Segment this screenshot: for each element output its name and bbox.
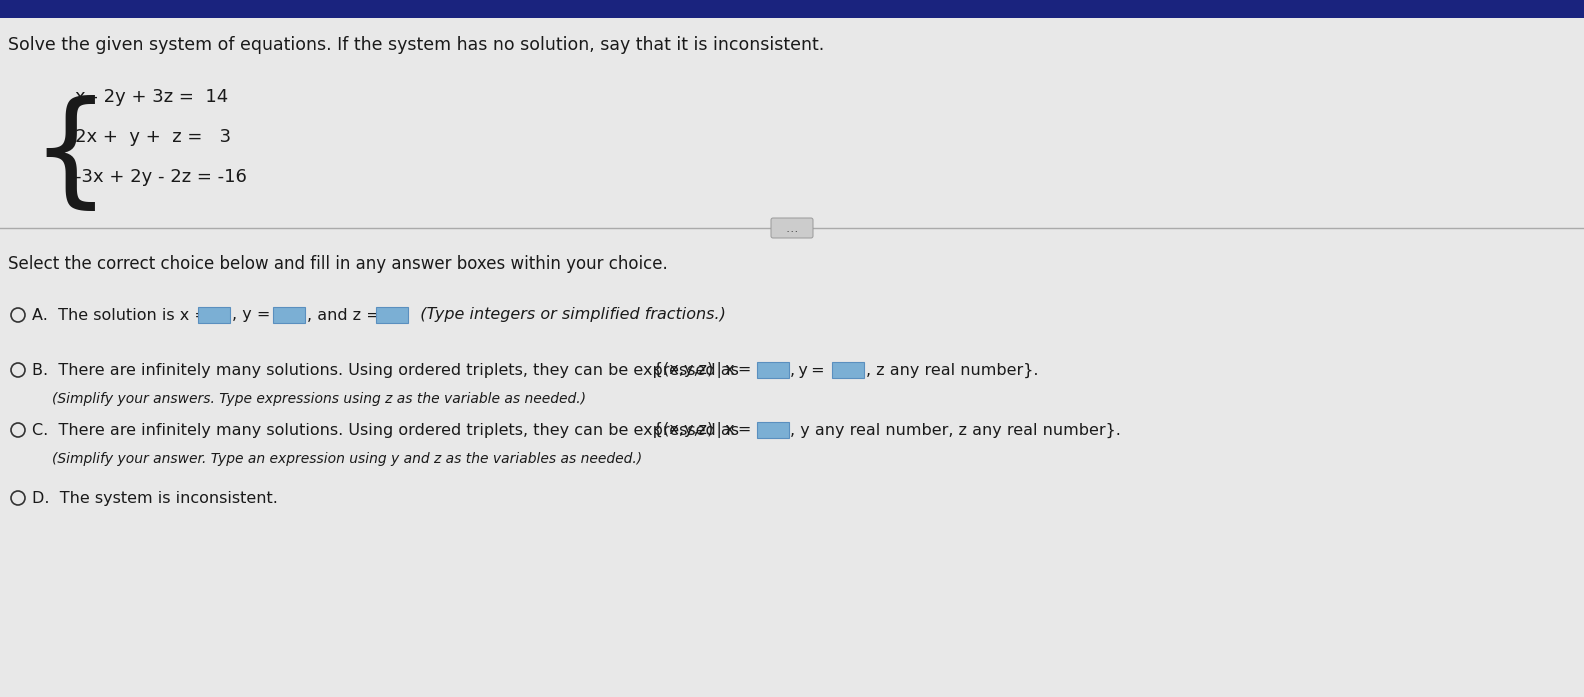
- Text: , and z =: , and z =: [307, 307, 385, 323]
- Text: D.  The system is inconsistent.: D. The system is inconsistent.: [32, 491, 277, 505]
- Text: {: {: [30, 95, 109, 216]
- Text: , y =: , y =: [231, 307, 276, 323]
- Text: 2x +  y +  z =   3: 2x + y + z = 3: [74, 128, 231, 146]
- Text: , y any real number, z any real number}.: , y any real number, z any real number}.: [790, 422, 1121, 438]
- Text: C.  There are infinitely many solutions. Using ordered triplets, they can be exp: C. There are infinitely many solutions. …: [32, 422, 744, 438]
- Text: , y =: , y =: [790, 362, 828, 378]
- Text: …: …: [786, 222, 798, 236]
- Text: -3x + 2y - 2z = -16: -3x + 2y - 2z = -16: [74, 168, 247, 186]
- Text: A.  The solution is x =: A. The solution is x =: [32, 307, 212, 323]
- Text: Select the correct choice below and fill in any answer boxes within your choice.: Select the correct choice below and fill…: [8, 255, 668, 273]
- Text: x - 2y + 3z =  14: x - 2y + 3z = 14: [74, 88, 228, 106]
- Text: (Type integers or simplified fractions.): (Type integers or simplified fractions.): [410, 307, 725, 323]
- Bar: [0, 0, 1584, 18]
- Bar: [757, 422, 789, 438]
- Text: Solve the given system of equations. If the system has no solution, say that it : Solve the given system of equations. If …: [8, 36, 824, 54]
- Bar: [832, 362, 863, 378]
- Text: , z any real number}.: , z any real number}.: [866, 362, 1039, 378]
- Bar: [375, 307, 409, 323]
- Text: {(x,y,z) | x =: {(x,y,z) | x =: [653, 362, 754, 378]
- Bar: [198, 307, 230, 323]
- Text: (Simplify your answers. Type expressions using z as the variable as needed.): (Simplify your answers. Type expressions…: [52, 392, 586, 406]
- FancyBboxPatch shape: [771, 218, 813, 238]
- Bar: [757, 362, 789, 378]
- Bar: [272, 307, 306, 323]
- Text: B.  There are infinitely many solutions. Using ordered triplets, they can be exp: B. There are infinitely many solutions. …: [32, 362, 744, 378]
- Text: {(x,y,z) | x =: {(x,y,z) | x =: [653, 422, 754, 438]
- Text: (Simplify your answer. Type an expression using y and z as the variables as need: (Simplify your answer. Type an expressio…: [52, 452, 642, 466]
